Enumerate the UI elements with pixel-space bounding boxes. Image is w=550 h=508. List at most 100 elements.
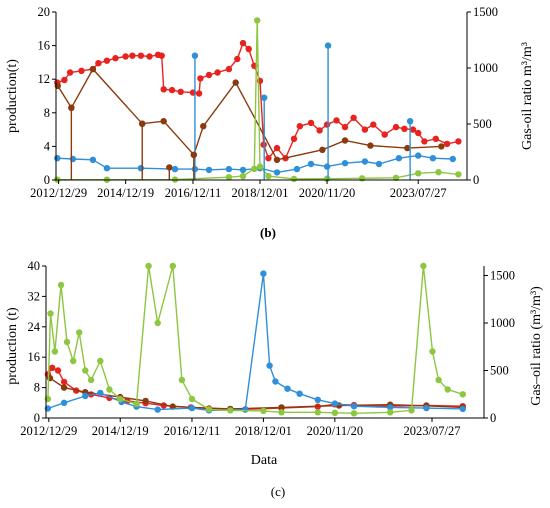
panel-b-series-3-point [358, 175, 366, 182]
panel-b-series-2-line [57, 154, 453, 174]
panel-b-series-2-point [341, 160, 349, 167]
panel-b-ticks: 0 4 8 12 16 20 0 500 1000 1500 2012/12/29 2014/12/1… [30, 5, 498, 200]
panel-b-series-2-point [89, 156, 97, 163]
panel-b-spike-point [139, 120, 146, 127]
panel-c-series-3-point [435, 376, 442, 384]
panel-c-series-3-line [47, 265, 464, 415]
panel-c-series-3-point [117, 395, 124, 403]
panel-c-y2tick-label: 0 [490, 411, 496, 425]
panel-b-series-1-line [57, 67, 442, 161]
panel-b-y-label: production(t) [5, 59, 20, 133]
panel-b-series-0-point [158, 52, 165, 59]
panel-c-xtick-label: 2023/07/27 [404, 424, 461, 438]
panel-b-ytick-label: 16 [38, 39, 51, 53]
panel-b-series-0-point [409, 126, 417, 133]
panel-b: 0 4 8 12 16 20 0 500 1000 1500 2012/12/29 2014/12/1… [5, 5, 535, 240]
panel-c-series-2-point [284, 385, 291, 392]
panel-b-series-3-point [290, 175, 298, 183]
panel-c-series-1-point [142, 397, 149, 405]
panel-b-series-0-point [197, 75, 204, 82]
panel-c-series-2-point [60, 399, 68, 406]
panel-b-spike-point [324, 42, 332, 49]
panel-b-series-0-point [95, 60, 102, 67]
panel-c-series-3-point [260, 407, 267, 415]
panel-c-series-0-point [60, 378, 68, 386]
panel-c-series-3-point [57, 281, 65, 289]
panel-c-series-3-point [350, 410, 358, 417]
panel-b-series-0-point [455, 138, 462, 145]
panel-b-series-2-point [239, 166, 247, 174]
panel-b-series-2-point [69, 155, 77, 163]
panel-b-series-2-point [449, 155, 456, 163]
panel-c-ytick-label: 32 [28, 289, 41, 303]
panel-b-y2-label: Gas-oil ratio m³/m³ [520, 42, 535, 150]
panel-c-series-2-point [387, 404, 394, 411]
panel-b-series-2-point [137, 165, 145, 172]
panel-b-series-3-point [251, 165, 258, 172]
panel-b-series-2-point [323, 163, 331, 170]
panel-c-series-3-point [420, 262, 427, 270]
panel-b-series-1-point [200, 123, 207, 130]
panel-b-y2tick-label: 0 [473, 173, 479, 187]
panel-b-series-0-point [234, 55, 241, 63]
panel-c-series-3-point [97, 357, 104, 365]
panel-c-series-2-point [423, 404, 430, 412]
panel-b-series-0-point [112, 55, 119, 62]
panel-b-series-2-point [205, 166, 213, 174]
panel-c-series-1-point [60, 384, 68, 391]
panel-b-series-0-point [333, 117, 340, 124]
panel-c-series-3-point [278, 409, 285, 416]
panel-b-series-2-point [415, 152, 422, 159]
panel-c-series-3-point [178, 376, 186, 384]
panel-b-series-2-point [307, 160, 315, 168]
panel-b-series-2-point [395, 155, 403, 162]
panel-c-series-3-point [63, 338, 71, 346]
panel-b-series-1-point [232, 79, 239, 86]
panel-c-series-2-point [314, 396, 321, 403]
panel-b-series-2-point [429, 155, 437, 162]
panel-c-ticks: 0 8 16 24 32 40 0 500 1000 1500 2012/12/29 2014/12/… [20, 259, 515, 438]
panel-b-series-0-point [273, 144, 281, 152]
panel-b-spike-point [190, 151, 198, 158]
panel-b-series-3-point [265, 172, 272, 180]
panel-b-series-2-point [103, 165, 111, 172]
panel-c-series-3-point [169, 262, 176, 270]
panel-b-series-0-point [78, 67, 85, 75]
panel-b-series-2-point [171, 165, 179, 173]
panel-c-ytick-label: 16 [28, 350, 41, 364]
panel-c-series-2-point [82, 392, 89, 400]
panel-b-ytick-label: 0 [44, 173, 50, 187]
panel-b-ytick-label: 20 [38, 5, 51, 19]
panel-b-series-0-point [290, 135, 298, 142]
panel-b-series-3-point [455, 171, 462, 178]
panel-b-y2tick-label: 500 [473, 117, 492, 131]
panel-b-xtick-label: 2012/12/29 [30, 186, 87, 200]
panel-c-y2tick-label: 1000 [490, 316, 515, 330]
panel-b-series-3-point [225, 174, 233, 181]
panel-b-series-1-point [438, 143, 445, 150]
panel-b-series-1-point [367, 142, 374, 149]
panel-c-series-3-point [227, 407, 234, 414]
panel-b-xtick-label: 2018/12/01 [232, 186, 289, 200]
panel-b-series-3-point [239, 172, 247, 180]
panel-b-plot-area [54, 17, 462, 183]
panel-c-series-3-point [106, 386, 113, 393]
panel-b-spike-point [261, 94, 268, 101]
panel-c-caption: (c) [271, 484, 285, 499]
panel-b-series-0-point [177, 88, 184, 96]
panel-b-series-2-point [54, 155, 61, 162]
panel-b-series-0-point [146, 53, 153, 60]
panel-b-series-0-point [370, 121, 377, 128]
panel-b-xtick-label: 2020/11/20 [299, 186, 355, 200]
panel-b-series-0-point [129, 52, 136, 59]
panel-b-series-0-point [341, 123, 349, 131]
panel-b-series-0-point [401, 125, 408, 132]
panel-c-series-3-point [459, 391, 466, 398]
panel-b-spike-point [166, 164, 173, 171]
panel-c-series-3-point [47, 310, 54, 317]
panel-c-series-2-point [331, 400, 339, 407]
panel-c-ytick-label: 40 [28, 259, 41, 273]
panel-b-series-0-point [421, 138, 428, 145]
panel-b-spike-point [406, 118, 414, 125]
